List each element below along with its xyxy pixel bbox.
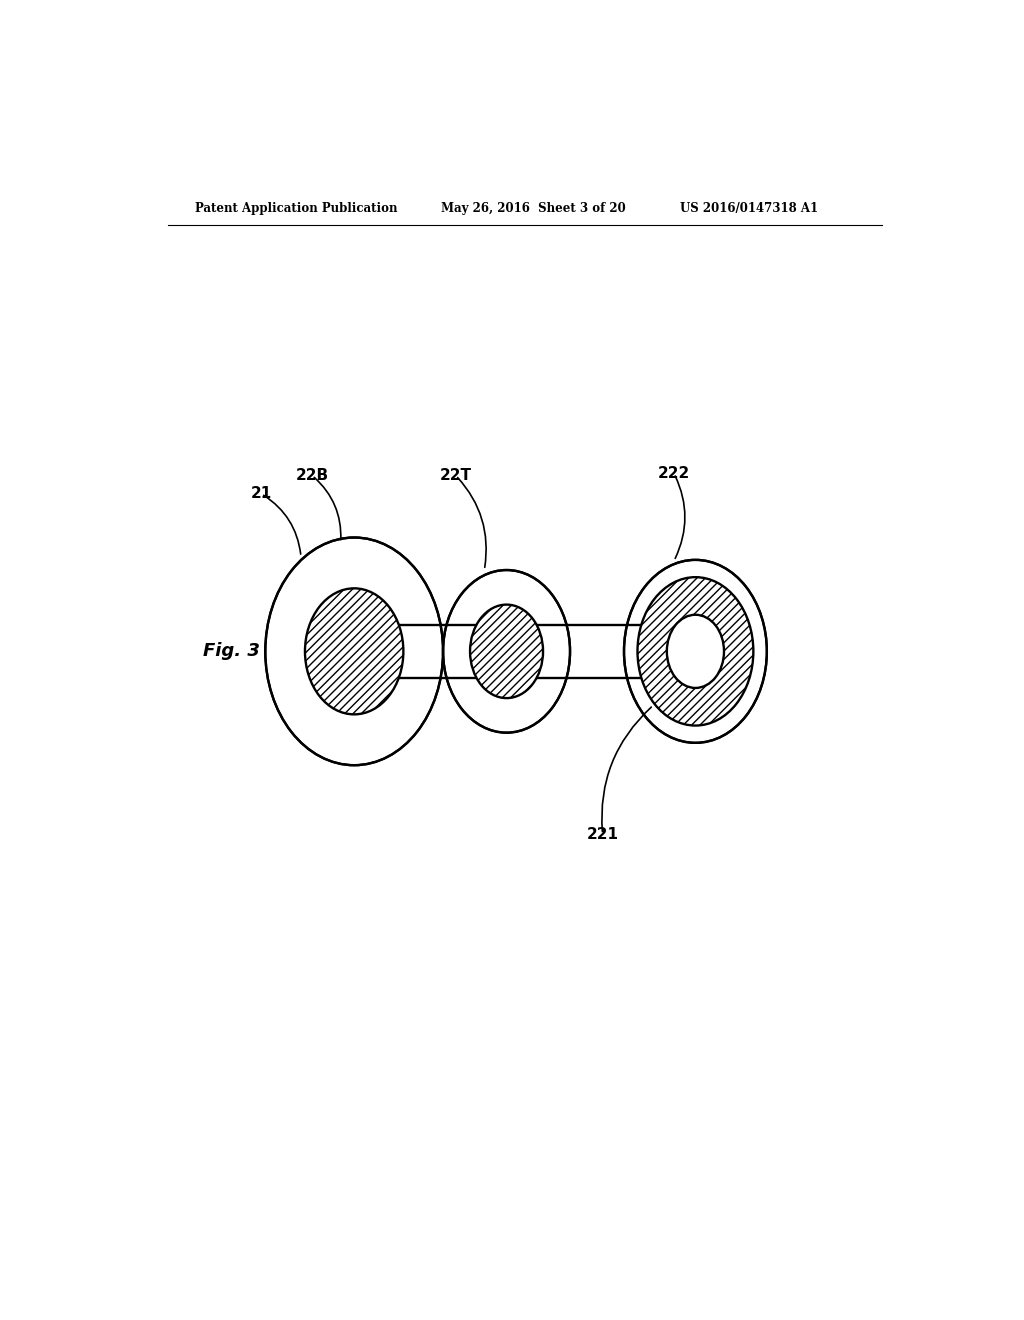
- Circle shape: [265, 537, 443, 766]
- Circle shape: [443, 570, 570, 733]
- Text: 22B: 22B: [296, 469, 329, 483]
- Bar: [354, 624, 695, 677]
- Text: US 2016/0147318 A1: US 2016/0147318 A1: [680, 202, 818, 215]
- Text: 222: 222: [657, 466, 690, 480]
- Text: Fig. 3: Fig. 3: [203, 643, 260, 660]
- Text: 221: 221: [587, 826, 618, 842]
- Circle shape: [305, 589, 403, 714]
- Circle shape: [470, 605, 543, 698]
- Text: 21: 21: [251, 486, 272, 502]
- Text: 22T: 22T: [439, 469, 472, 483]
- Text: May 26, 2016  Sheet 3 of 20: May 26, 2016 Sheet 3 of 20: [441, 202, 627, 215]
- Circle shape: [667, 615, 724, 688]
- Text: Patent Application Publication: Patent Application Publication: [196, 202, 398, 215]
- Circle shape: [624, 560, 767, 743]
- Circle shape: [638, 577, 754, 726]
